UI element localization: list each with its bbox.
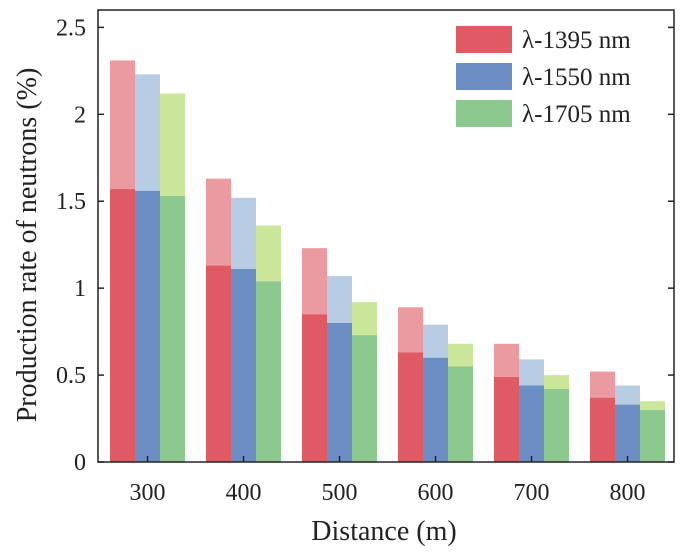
legend-label: λ-1550 nm — [522, 64, 631, 91]
bar-segment-base — [327, 322, 352, 462]
x-tick-label: 800 — [610, 480, 646, 506]
plot-frame — [97, 9, 675, 463]
legend-label: λ-1395 nm — [522, 27, 631, 54]
bars-layer — [110, 60, 665, 463]
bar-segment-base — [256, 281, 281, 462]
bar-segment-base — [135, 190, 160, 463]
bar-segment-upper — [423, 324, 448, 358]
x-tick-label: 500 — [322, 480, 358, 506]
bar-segment-upper — [256, 225, 281, 282]
legend-swatch — [456, 63, 512, 90]
bar-segment-upper — [519, 359, 544, 386]
x-tick-label: 400 — [226, 480, 262, 506]
y-tick-label: 1.5 — [56, 189, 86, 215]
x-axis: 300 400 500 600 700 800 — [130, 456, 646, 506]
x-tick-label: 700 — [514, 480, 550, 506]
bar-segment-upper — [640, 401, 665, 410]
bar-segment-base — [640, 409, 665, 462]
legend-label: λ-1705 nm — [522, 101, 631, 128]
bar-segment-upper — [302, 248, 327, 315]
bar-segment-base — [544, 388, 569, 462]
legend-swatch — [456, 26, 512, 53]
bar-segment-upper — [135, 74, 160, 191]
bar-segment-upper — [398, 307, 423, 353]
bar-segment-upper — [544, 375, 569, 389]
bar-segment-base — [206, 265, 231, 462]
x-axis-title: Distance (m) — [311, 516, 456, 547]
bar-segment-base — [519, 385, 544, 462]
y-tick-label: 0 — [74, 450, 86, 476]
x-tick-label: 300 — [130, 480, 166, 506]
y-tick-label: 1 — [74, 276, 86, 302]
bar-segment-base — [352, 335, 377, 462]
bar-segment-upper — [231, 197, 256, 270]
y-tick-label: 2.5 — [56, 15, 86, 41]
bar-segment-upper — [352, 302, 377, 336]
y-tick-label: 0.5 — [56, 363, 86, 389]
legend: λ-1395 nm λ-1550 nm λ-1705 nm — [456, 26, 631, 128]
x-tick-label: 600 — [418, 480, 454, 506]
bar-segment-upper — [327, 275, 352, 323]
bar-segment-base — [160, 196, 185, 462]
bar-segment-base — [494, 376, 519, 462]
bar-segment-base — [590, 397, 615, 462]
bar-segment-base — [423, 357, 448, 462]
bar-segment-base — [110, 189, 135, 463]
bar-segment-base — [231, 269, 256, 462]
bar-segment-upper — [494, 343, 519, 377]
bar-segment-upper — [590, 371, 615, 398]
bar-segment-base — [448, 366, 473, 462]
y-tick-label: 2 — [74, 102, 86, 128]
bar-segment-base — [398, 352, 423, 462]
legend-swatch — [456, 100, 512, 127]
bar-segment-upper — [160, 93, 185, 197]
bar-segment-base — [615, 404, 640, 462]
bar-segment-upper — [206, 178, 231, 266]
bar-segment-upper — [448, 343, 473, 367]
bar-segment-base — [302, 314, 327, 462]
y-axis: 0 0.5 1 1.5 2 2.5 — [56, 15, 674, 476]
bar-segment-upper — [110, 60, 135, 190]
bar-segment-upper — [615, 385, 640, 405]
y-axis-title: Production rate of neutrons (%) — [12, 68, 43, 423]
